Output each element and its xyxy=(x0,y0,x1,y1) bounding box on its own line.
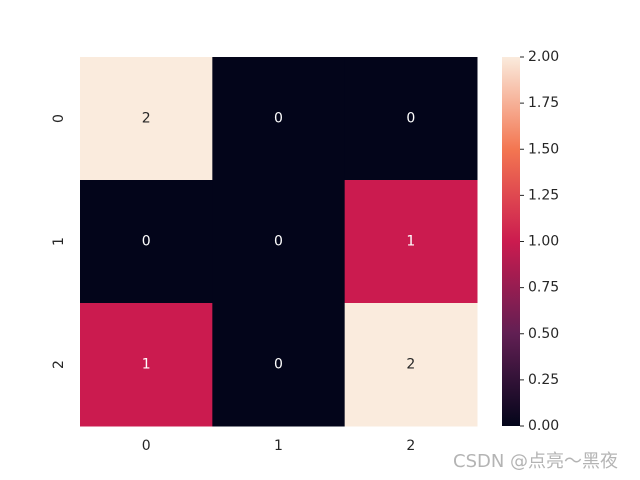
heatmap-cell xyxy=(80,57,213,181)
cell-label: 2 xyxy=(142,111,151,127)
heatmap-cell xyxy=(344,180,478,304)
colorbar xyxy=(502,57,520,426)
heatmap-cell xyxy=(344,303,478,427)
cell-label: 0 xyxy=(274,357,283,373)
y-tick-label: 2 xyxy=(51,360,67,369)
colorbar-tick-label: 0.25 xyxy=(528,372,559,388)
colorbar-tick-label: 0.00 xyxy=(528,418,559,434)
y-tick-label: 0 xyxy=(51,114,67,123)
heatmap-cell xyxy=(212,303,346,427)
cell-label: 1 xyxy=(142,357,151,373)
x-tick-label: 2 xyxy=(406,438,415,454)
cell-label: 0 xyxy=(142,234,151,250)
cell-label: 2 xyxy=(406,357,415,373)
cell-label: 1 xyxy=(406,234,415,250)
x-tick-label: 0 xyxy=(142,438,151,454)
colorbar-tick-label: 1.00 xyxy=(528,234,559,250)
colorbar-tick-label: 0.75 xyxy=(528,280,559,296)
heatmap-cell xyxy=(80,303,213,427)
cell-label: 0 xyxy=(274,234,283,250)
x-tick-label: 1 xyxy=(274,438,283,454)
heatmap-cell xyxy=(212,180,346,304)
heatmap-cell xyxy=(344,57,478,181)
cell-label: 0 xyxy=(274,111,283,127)
heatmap-cell xyxy=(212,57,346,181)
colorbar-tick-label: 1.75 xyxy=(528,95,559,111)
watermark: CSDN @点亮～黑夜 xyxy=(453,451,618,472)
colorbar-tick-label: 1.50 xyxy=(528,141,559,157)
heatmap-cell xyxy=(80,180,213,304)
cell-label: 0 xyxy=(406,111,415,127)
colorbar-tick-label: 2.00 xyxy=(528,49,559,65)
colorbar-tick-label: 1.25 xyxy=(528,187,559,203)
y-tick-label: 1 xyxy=(51,237,67,246)
colorbar-tick-label: 0.50 xyxy=(528,326,559,342)
